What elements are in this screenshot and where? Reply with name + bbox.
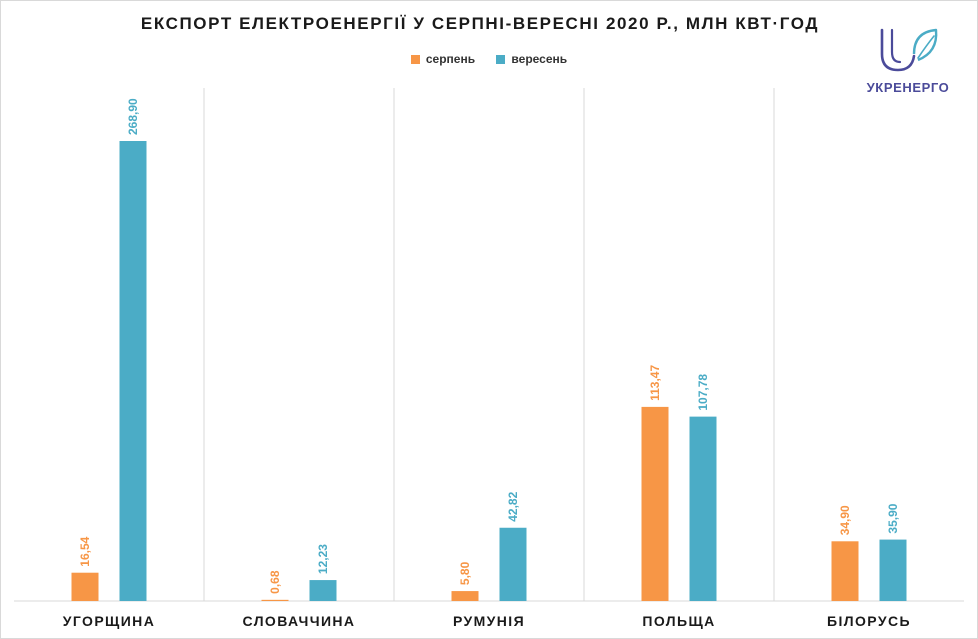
ukrenergo-logo: УКРЕНЕРГО (852, 24, 964, 114)
category-label: БІЛОРУСЬ (827, 613, 911, 629)
data-label-serpen: 5,80 (458, 561, 472, 585)
chart-legend: серпень вересень (0, 52, 978, 67)
data-label-veresen: 42,82 (506, 491, 520, 521)
ukrenergo-logo-mark (880, 28, 938, 72)
category-label: СЛОВАЧЧИНА (243, 613, 356, 629)
data-label-serpen: 0,68 (268, 570, 282, 594)
legend-swatch-serpen (410, 54, 420, 64)
legend-label-veresen: вересень (511, 52, 568, 66)
bar-serpen (451, 591, 479, 601)
bar-veresen (499, 527, 527, 601)
legend-label-serpen: серпень (425, 52, 476, 66)
category-label: РУМУНІЯ (453, 613, 525, 629)
bar-serpen (641, 406, 669, 601)
bar-veresen (119, 141, 147, 601)
bar-veresen (689, 416, 717, 601)
logo-wordmark: УКРЕНЕРГО (866, 80, 950, 95)
bar-serpen (261, 599, 289, 601)
data-label-veresen: 107,78 (696, 374, 710, 411)
data-label-serpen: 113,47 (648, 365, 662, 401)
bar-veresen (879, 539, 907, 601)
category-label: УГОРЩИНА (63, 613, 155, 629)
data-label-serpen: 16,54 (78, 536, 92, 566)
data-label-serpen: 34,90 (838, 505, 852, 535)
legend-item-veresen: вересень (496, 52, 567, 66)
data-label-veresen: 35,90 (886, 503, 900, 533)
bar-serpen (831, 541, 859, 601)
data-label-veresen: 268,90 (126, 98, 140, 135)
legend-swatch-veresen (496, 54, 506, 64)
bar-veresen (309, 580, 337, 601)
chart-title: ЕКСПОРТ ЕЛЕКТРОЕНЕРГІЇ У СЕРПНІ-ВЕРЕСНІ … (140, 14, 820, 33)
bar-serpen (71, 572, 99, 601)
legend-item-serpen: серпень (410, 52, 476, 66)
category-label: ПОЛЬЩА (642, 613, 715, 629)
data-label-veresen: 12,23 (316, 544, 330, 574)
